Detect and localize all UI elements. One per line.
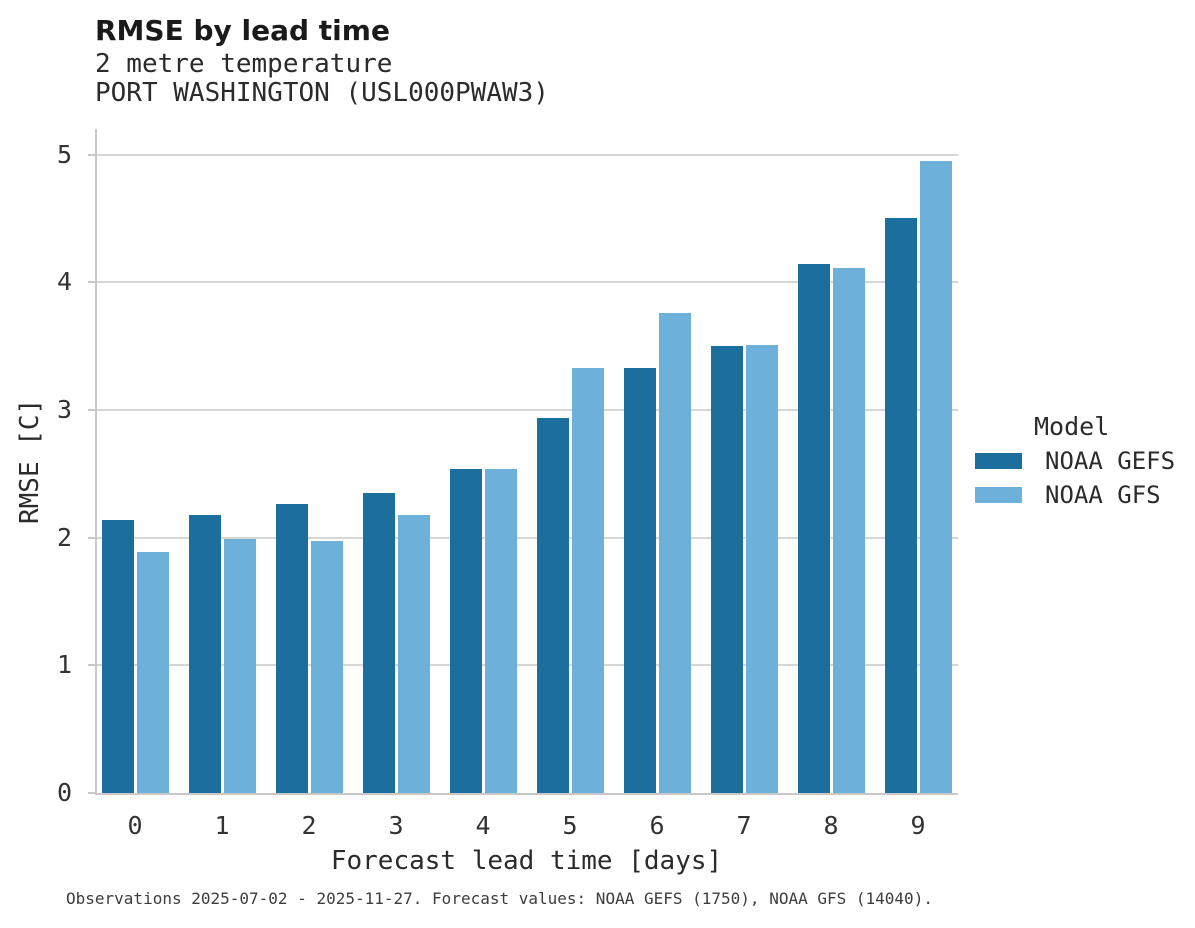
x-tick-label-9: 9 [910,811,926,840]
x-tick-label-2: 2 [301,811,317,840]
plot-area [95,129,958,795]
chart-subtitle-variable: 2 metre temperature [95,49,393,79]
y-tick-mark-5 [88,153,95,156]
x-tick-label-4: 4 [475,811,491,840]
y-tick-label-5: 5 [56,139,72,169]
gridline-y-4 [97,281,958,284]
x-tick-label-8: 8 [823,811,839,840]
bar-noaa-gfs-lead-2 [310,541,343,793]
gridline-y-5 [97,153,958,156]
bar-noaa-gefs-lead-4 [449,469,482,793]
legend-swatch-noaa-gefs [975,453,1022,469]
y-tick-mark-0 [88,792,95,794]
x-tick-label-3: 3 [388,811,404,840]
x-tick-label-0: 0 [127,811,143,840]
chart-subtitle-station: PORT WASHINGTON (USL000PWAW3) [95,78,549,108]
bar-noaa-gfs-lead-7 [745,345,778,793]
bar-noaa-gfs-lead-1 [223,539,256,793]
bar-noaa-gfs-lead-6 [658,313,691,793]
y-tick-label-3: 3 [56,394,72,424]
legend: Model NOAA GEFS NOAA GFS [975,413,1190,509]
bar-noaa-gefs-lead-1 [188,515,221,793]
x-axis-title: Forecast lead time [days] [330,846,723,876]
legend-label-noaa-gfs: NOAA GFS [1045,481,1161,509]
figure-caption: Observations 2025-07-02 - 2025-11-27. Fo… [66,889,933,908]
y-tick-mark-1 [88,664,95,667]
bar-noaa-gfs-lead-0 [136,552,169,793]
bar-noaa-gfs-lead-8 [832,268,865,793]
y-tick-label-4: 4 [56,267,72,297]
legend-title: Model [1034,412,1110,441]
gridline-y-3 [97,408,958,411]
bar-noaa-gefs-lead-2 [275,504,308,793]
bar-noaa-gfs-lead-9 [919,161,952,793]
bar-noaa-gefs-lead-9 [884,218,917,793]
bar-noaa-gefs-lead-3 [362,493,395,793]
legend-swatch-noaa-gfs [975,487,1022,503]
y-tick-mark-4 [88,281,95,284]
bar-noaa-gfs-lead-3 [397,515,430,793]
x-tick-label-5: 5 [562,811,578,840]
bar-noaa-gfs-lead-5 [571,368,604,793]
gridline-y-2 [97,536,958,539]
x-axis-tick-labels: 0 1 2 3 4 5 6 7 8 9 [97,811,958,841]
bar-noaa-gefs-lead-5 [536,418,569,793]
x-tick-label-7: 7 [736,811,752,840]
x-tick-label-6: 6 [649,811,665,840]
bar-noaa-gefs-lead-0 [101,520,134,793]
x-tick-label-1: 1 [214,811,230,840]
bar-noaa-gfs-lead-4 [484,469,517,793]
chart-title: RMSE by lead time [95,14,390,47]
y-tick-label-0: 0 [56,778,72,807]
y-tick-mark-2 [88,536,95,539]
bar-noaa-gefs-lead-6 [623,368,656,793]
y-tick-label-2: 2 [56,522,72,552]
bar-noaa-gefs-lead-7 [710,346,743,793]
y-tick-mark-3 [88,408,95,411]
y-tick-label-1: 1 [56,650,72,680]
legend-item-noaa-gefs: NOAA GEFS [975,447,1190,475]
gridline-y-1 [97,664,958,667]
legend-item-noaa-gfs: NOAA GFS [975,481,1190,509]
bar-noaa-gefs-lead-8 [797,264,830,793]
legend-label-noaa-gefs: NOAA GEFS [1045,447,1176,475]
y-axis-tick-labels: 0 1 2 3 4 5 [0,129,72,807]
